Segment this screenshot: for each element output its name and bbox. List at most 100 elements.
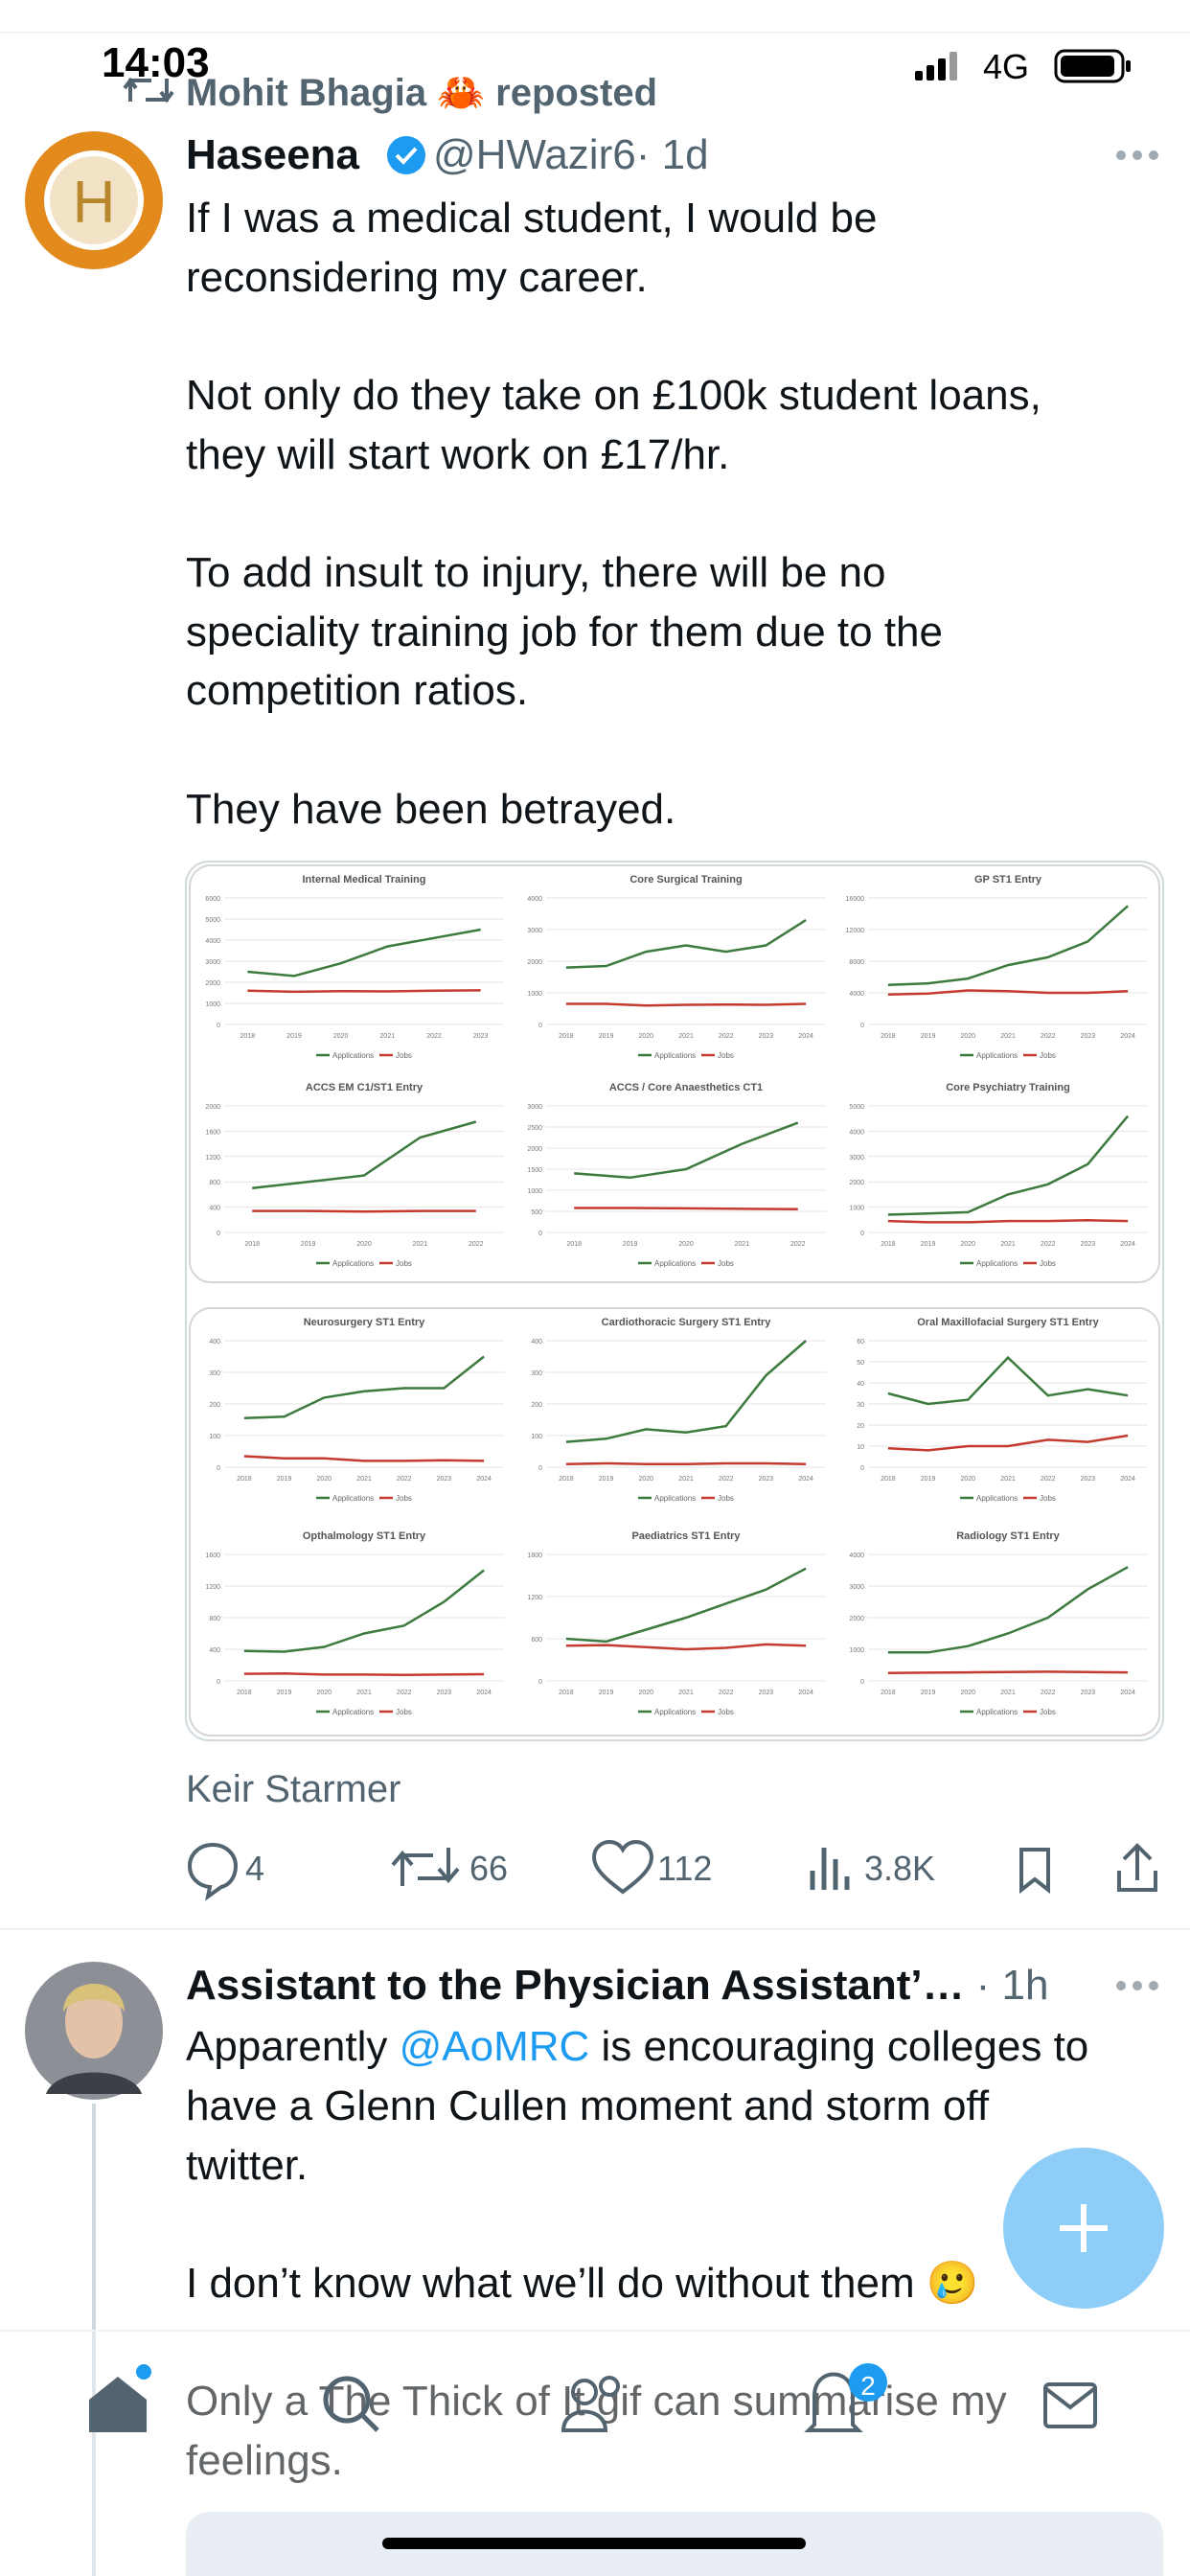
messages-tab[interactable] [1043, 2382, 1097, 2428]
x-tick-label: 2023 [759, 1690, 774, 1696]
avatar[interactable] [25, 1962, 163, 2100]
y-tick-label: 3000 [205, 959, 220, 966]
battery-icon [1054, 49, 1131, 83]
charts: Internal Medical Training010002000300040… [205, 874, 1148, 1716]
tweet-text: If I was a medical student, I would be re… [186, 195, 1041, 833]
text: is encouraging colleges to [589, 2023, 1088, 2070]
chart-title: ACCS EM C1/ST1 Entry [306, 1082, 423, 1093]
y-tick-label: 1200 [205, 1155, 220, 1162]
communities-tab[interactable] [561, 2376, 620, 2432]
x-tick-label: 2018 [559, 1033, 574, 1040]
compose-button[interactable] [1003, 2148, 1164, 2309]
line-series [247, 989, 481, 994]
x-tick-label: 2022 [719, 1690, 734, 1696]
x-tick-label: 2019 [599, 1690, 614, 1696]
timestamp: · 1d [636, 131, 709, 178]
x-tick-label: 2023 [437, 1690, 452, 1696]
x-tick-label: 2018 [881, 1033, 896, 1040]
author-name[interactable]: Assistant to the Physician Assistant’… [186, 1962, 965, 2009]
mention[interactable]: @AoMRC [400, 2023, 590, 2070]
author-handle[interactable]: @HWazir6· 1d [433, 131, 709, 178]
y-tick-label: 200 [531, 1402, 542, 1409]
y-tick-label: 40 [857, 1381, 864, 1388]
y-tick-label: 0 [538, 1465, 542, 1472]
y-tick-label: 300 [531, 1370, 542, 1377]
x-tick-label: 2019 [277, 1476, 292, 1483]
x-tick-label: 2023 [759, 1033, 774, 1040]
repost-button[interactable]: 66 [391, 1848, 508, 1888]
line-series [887, 1434, 1129, 1452]
more-button[interactable] [1116, 1981, 1158, 1990]
x-tick-label: 2021 [678, 1690, 694, 1696]
chart-title: Oral Maxillofacial Surgery ST1 Entry [917, 1317, 1099, 1328]
more-button[interactable] [1116, 150, 1158, 160]
x-tick-label: 2022 [469, 1241, 484, 1248]
reply-button[interactable]: 4 [187, 1842, 264, 1901]
chart-panel [189, 864, 1160, 1283]
legend-label: Jobs [1040, 1051, 1056, 1060]
x-tick-label: 2020 [638, 1690, 653, 1696]
y-tick-label: 0 [217, 1230, 220, 1237]
y-tick-label: 0 [217, 1679, 220, 1686]
y-tick-label: 60 [857, 1339, 864, 1346]
x-tick-label: 2021 [1000, 1476, 1016, 1483]
x-tick-label: 2018 [881, 1690, 896, 1696]
like-button[interactable]: 112 [591, 1839, 712, 1895]
legend-label: Jobs [718, 1051, 734, 1060]
x-tick-label: 2024 [1120, 1033, 1135, 1040]
y-tick-label: 400 [531, 1339, 542, 1346]
search-tab[interactable] [323, 2376, 379, 2432]
y-tick-label: 4000 [849, 991, 864, 998]
legend-label: Applications [654, 1494, 696, 1503]
legend-label: Jobs [396, 1051, 412, 1060]
bookmark-button[interactable] [1019, 1848, 1050, 1895]
x-tick-label: 2023 [1081, 1476, 1096, 1483]
line-series [243, 1569, 485, 1653]
line-series [887, 905, 1129, 987]
x-tick-label: 2021 [1000, 1241, 1016, 1248]
y-tick-label: 0 [860, 1230, 864, 1237]
x-tick-label: 2024 [798, 1690, 813, 1696]
x-tick-label: 2024 [1120, 1690, 1135, 1696]
x-tick-label: 2020 [678, 1241, 694, 1248]
x-tick-label: 2020 [960, 1476, 975, 1483]
repost-icon [123, 77, 174, 104]
line-series [574, 1207, 798, 1211]
notifications-tab[interactable]: 2 [804, 2363, 887, 2432]
legend-label: Applications [976, 1494, 1018, 1503]
views-button[interactable]: 3.8K [810, 1848, 935, 1890]
legend-label: Jobs [1040, 1259, 1056, 1268]
y-tick-label: 0 [217, 1465, 220, 1472]
share-button[interactable] [1117, 1843, 1157, 1892]
x-tick-label: 2018 [244, 1241, 260, 1248]
tweet-text-line: twitter. [186, 2142, 308, 2189]
line-series [565, 1567, 807, 1644]
x-tick-label: 2021 [735, 1241, 750, 1248]
chart-title: ACCS / Core Anaesthetics CT1 [609, 1082, 763, 1093]
line-series [243, 1355, 485, 1420]
x-tick-label: 2020 [960, 1033, 975, 1040]
avatar[interactable]: H [25, 131, 163, 269]
x-tick-label: 2022 [1041, 1033, 1056, 1040]
y-tick-label: 800 [209, 1616, 220, 1622]
author-name[interactable]: Haseena [186, 131, 360, 178]
x-tick-label: 2021 [380, 1033, 396, 1040]
x-tick-label: 2023 [437, 1476, 452, 1483]
x-tick-label: 2019 [286, 1033, 302, 1040]
chart-title: Radiology ST1 Entry [956, 1530, 1060, 1542]
x-tick-label: 2020 [356, 1241, 372, 1248]
x-tick-label: 2023 [1081, 1241, 1096, 1248]
y-tick-label: 2500 [527, 1125, 542, 1132]
home-tab[interactable] [89, 2364, 151, 2432]
legend-label: Applications [332, 1259, 374, 1268]
chart-title: Paediatrics ST1 Entry [631, 1530, 741, 1542]
tweet-text-line: feelings. [186, 2437, 343, 2484]
y-tick-label: 0 [538, 1230, 542, 1237]
x-tick-label: 2022 [397, 1690, 412, 1696]
y-tick-label: 4000 [849, 1552, 864, 1559]
x-tick-label: 2019 [921, 1241, 936, 1248]
line-series [565, 1643, 807, 1651]
avatar-letter: H [73, 170, 116, 236]
y-tick-label: 100 [209, 1434, 220, 1440]
y-tick-label: 3000 [527, 1104, 542, 1111]
